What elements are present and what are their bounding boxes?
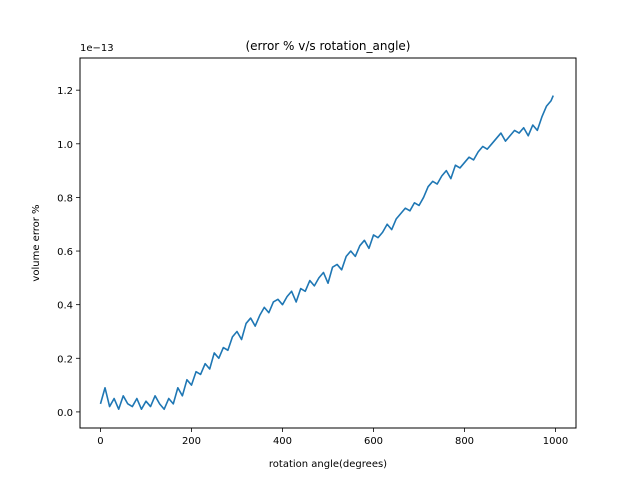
y-tick-label: 1.2 — [57, 86, 73, 97]
x-axis-label: rotation angle(degrees) — [269, 459, 387, 470]
x-tick-label: 200 — [182, 436, 201, 447]
axes-frame — [79, 57, 577, 429]
y-tick-label: 1.0 — [57, 140, 73, 151]
x-tick-label: 800 — [455, 436, 474, 447]
y-tick-label: 0.4 — [57, 301, 73, 312]
x-tick-label: 0 — [97, 436, 103, 447]
x-tick-label: 1000 — [543, 436, 568, 447]
x-axis-ticks: 0 200 400 600 800 1000 — [97, 428, 568, 447]
y-tick-label: 0.8 — [57, 193, 73, 204]
x-tick-label: 600 — [364, 436, 383, 447]
y-tick-label: 0.6 — [57, 247, 73, 258]
series-line-0 — [99, 95, 554, 411]
plot-area — [99, 95, 554, 411]
y-axis-label: volume error % — [31, 204, 42, 281]
y-tick-label: 0.2 — [57, 354, 73, 365]
y-tick-label: 0.0 — [57, 408, 73, 419]
y-axis-ticks: 0.0 0.2 0.4 0.6 0.8 1.0 1.2 — [57, 86, 80, 419]
x-tick-label: 400 — [273, 436, 292, 447]
y-axis-offset-text: 1e−13 — [80, 43, 114, 54]
chart-title: (error % v/s rotation_angle) — [245, 39, 410, 53]
